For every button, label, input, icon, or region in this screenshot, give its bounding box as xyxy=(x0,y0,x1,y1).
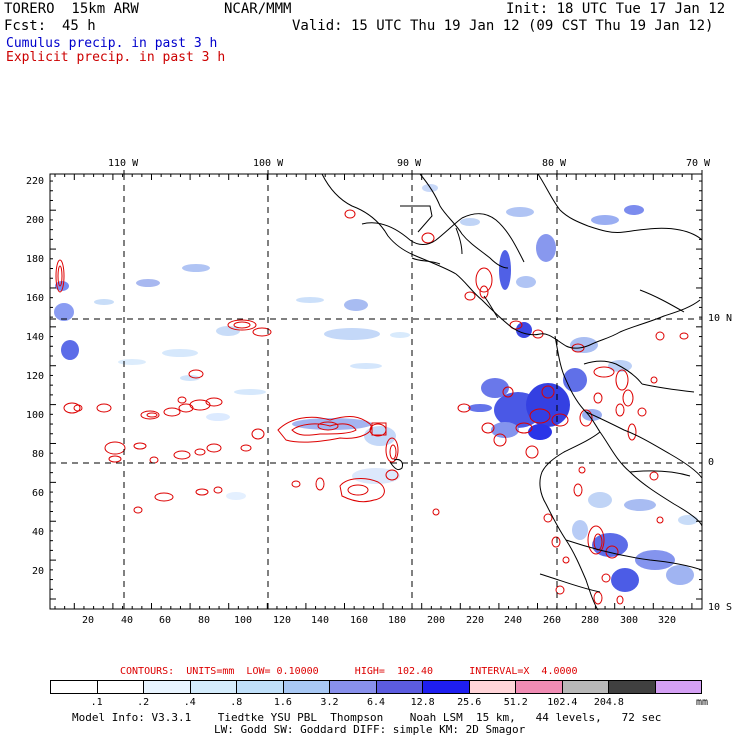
y-tick-label: 220 xyxy=(26,176,45,187)
cumulus-precip-shading xyxy=(54,184,698,592)
model-info-line2: LW: Godd SW: Goddard DIFF: simple KM: 2D… xyxy=(214,723,526,736)
contours-info: CONTOURS: UNITS=mm LOW= 0.10000 HIGH= 10… xyxy=(120,666,578,677)
colorbar-swatch xyxy=(190,681,237,693)
y-tick-label: 40 xyxy=(32,527,45,538)
lon-label-110w: 110 W xyxy=(108,158,139,169)
precip-colorbar xyxy=(50,680,702,694)
colorbar-label: .8 xyxy=(230,697,243,708)
x-tick-label: 160 xyxy=(350,615,369,626)
valid-time: Valid: 15 UTC Thu 19 Jan 12 (09 CST Thu … xyxy=(292,18,714,34)
y-tick-label: 160 xyxy=(26,293,45,304)
cumulus-legend: Cumulus precip. in past 3 h xyxy=(6,36,218,51)
y-tick-label: 200 xyxy=(26,215,45,226)
x-tick-label: 80 xyxy=(198,615,211,626)
colorbar-label: .1 xyxy=(90,697,103,708)
x-tick-label: 300 xyxy=(620,615,639,626)
x-tick-label: 140 xyxy=(311,615,330,626)
colorbar-label: .2 xyxy=(137,697,150,708)
lon-label-90w: 90 W xyxy=(397,158,422,169)
center-label: NCAR/MMM xyxy=(224,1,292,17)
lat-label-10s: 10 S xyxy=(708,602,733,613)
y-tick-label: 180 xyxy=(26,254,45,265)
colorbar-swatch xyxy=(144,681,191,693)
model-info-line1: Model Info: V3.3.1 Tiedtke YSU PBL Thomp… xyxy=(72,711,662,724)
x-tick-label: 200 xyxy=(427,615,446,626)
colorbar-swatch xyxy=(609,681,656,693)
colorbar-swatch xyxy=(330,681,377,693)
colorbar-swatch xyxy=(423,681,470,693)
x-tick-label: 280 xyxy=(581,615,600,626)
lat-label-0: 0 xyxy=(708,457,715,468)
y-tick-label: 120 xyxy=(26,371,45,382)
x-tick-label: 260 xyxy=(543,615,562,626)
x-tick-label: 120 xyxy=(273,615,292,626)
y-tick-label: 140 xyxy=(26,332,45,343)
forecast-hour: 45 h xyxy=(62,18,96,34)
y-tick-label: 80 xyxy=(32,449,45,460)
x-tick-label: 60 xyxy=(159,615,172,626)
colorbar-swatch xyxy=(376,681,423,693)
colorbar-label: 6.4 xyxy=(367,697,386,708)
explicit-legend: Explicit precip. in past 3 h xyxy=(6,50,226,65)
init-time: Init: 18 UTC Tue 17 Jan 12 xyxy=(506,1,726,17)
colorbar-label: 25.6 xyxy=(457,697,482,708)
y-tick-label: 20 xyxy=(32,566,45,577)
map-border xyxy=(49,173,703,610)
map-frame xyxy=(49,170,703,610)
model-title: TORERO 15km ARW xyxy=(4,1,139,17)
lon-label-80w: 80 W xyxy=(542,158,567,169)
colorbar-label: 12.8 xyxy=(410,697,435,708)
lon-label-70w: 70 W xyxy=(686,158,711,169)
colorbar-unit: mm xyxy=(696,697,709,708)
y-tick-label: 100 xyxy=(26,410,45,421)
x-tick-label: 100 xyxy=(234,615,253,626)
colorbar-swatch xyxy=(97,681,144,693)
colorbar-label: 51.2 xyxy=(503,697,528,708)
x-tick-label: 40 xyxy=(121,615,134,626)
x-tick-label: 20 xyxy=(82,615,95,626)
colorbar-label: 204.8 xyxy=(593,697,624,708)
lon-label-100w: 100 W xyxy=(253,158,284,169)
colorbar-swatch xyxy=(237,681,284,693)
forecast-label: Fcst: xyxy=(4,18,47,34)
x-tick-label: 180 xyxy=(388,615,407,626)
lat-label-10n: 10 N xyxy=(708,313,733,324)
x-tick-label: 320 xyxy=(658,615,677,626)
coastlines xyxy=(321,173,703,611)
y-tick-label: 60 xyxy=(32,488,45,499)
colorbar-swatch xyxy=(51,681,98,693)
colorbar-label: 102.4 xyxy=(547,697,578,708)
colorbar-swatch xyxy=(283,681,330,693)
explicit-precip-contours xyxy=(55,209,689,605)
colorbar-swatch xyxy=(562,681,609,693)
x-tick-label: 220 xyxy=(466,615,485,626)
colorbar-swatch xyxy=(516,681,563,693)
x-tick-label: 240 xyxy=(504,615,523,626)
colorbar-label: 3.2 xyxy=(320,697,339,708)
colorbar-swatch xyxy=(655,681,701,693)
colorbar-swatch xyxy=(469,681,516,693)
colorbar-label: .4 xyxy=(183,697,196,708)
colorbar-label: 1.6 xyxy=(273,697,292,708)
